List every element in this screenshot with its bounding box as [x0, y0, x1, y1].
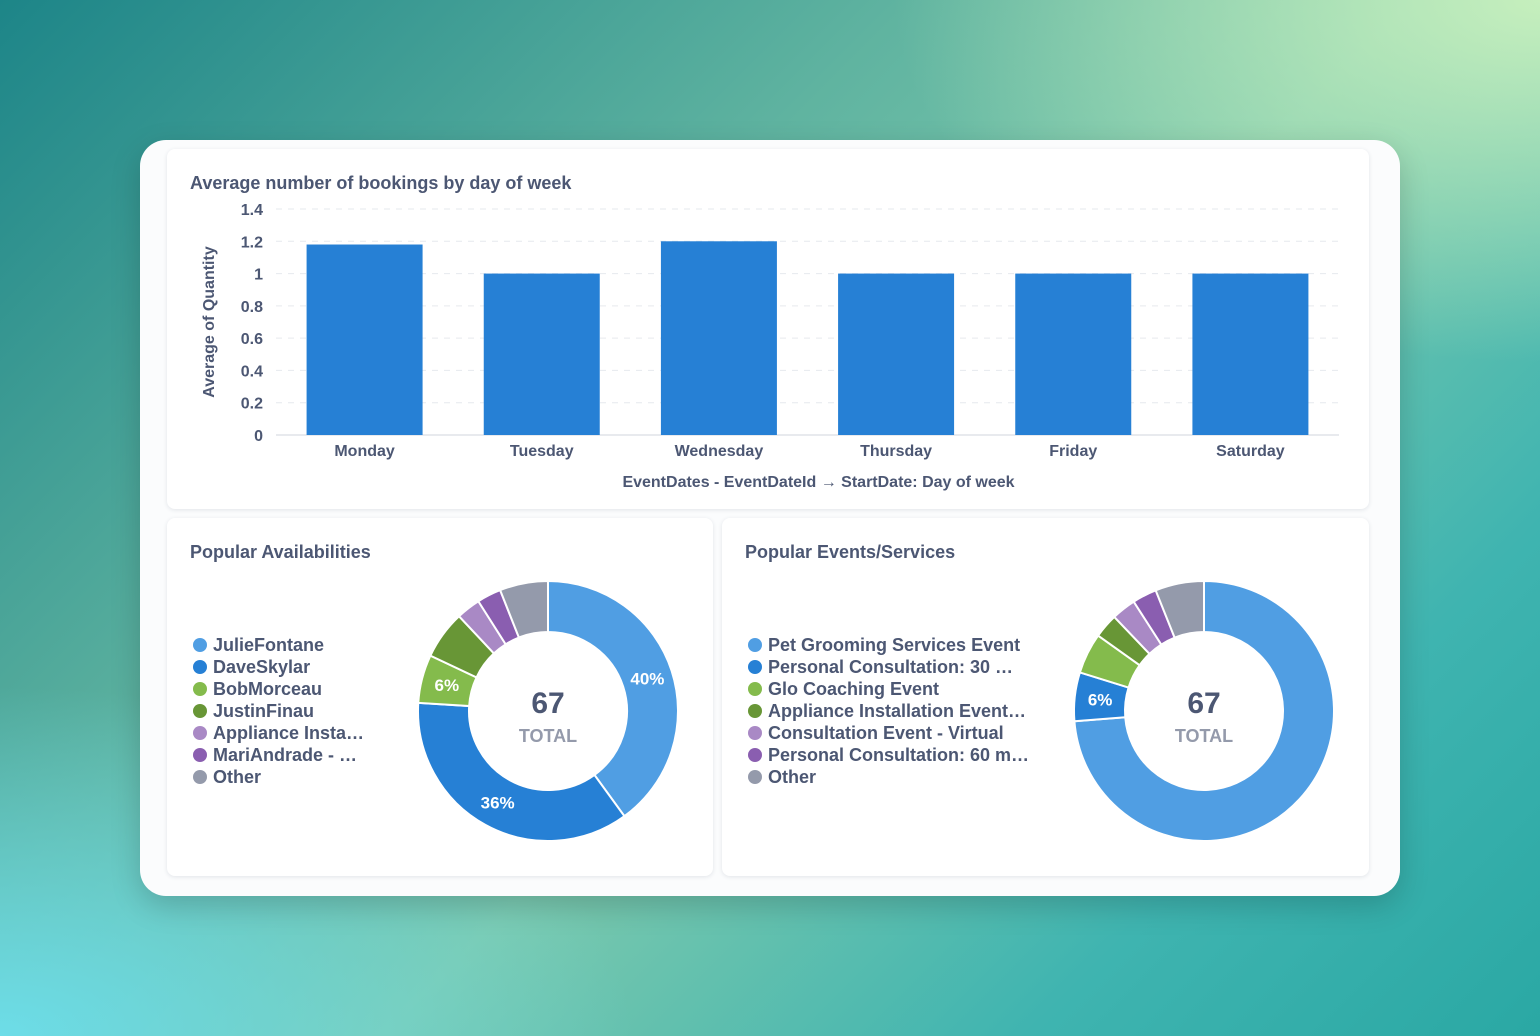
- y-tick-label: 0.6: [241, 331, 263, 348]
- slice-percent-label: 6%: [1088, 690, 1113, 709]
- x-axis-title: EventDates - EventDateId → StartDate: Da…: [622, 474, 1014, 491]
- legend-label: MariAndrade - …: [213, 745, 358, 765]
- legend-label: BobMorceau: [213, 679, 323, 699]
- y-tick-label: 0: [254, 428, 263, 445]
- y-tick-label: 1.2: [241, 234, 263, 251]
- donut-total-value: 67: [531, 687, 564, 720]
- legend-label: Glo Coaching Event: [768, 679, 940, 699]
- bar[interactable]: [1192, 273, 1309, 435]
- donut-slice[interactable]: [417, 701, 626, 842]
- legend-dot-icon: [193, 660, 207, 674]
- legend-label: Personal Consultation: 30 …: [768, 657, 1014, 677]
- bar-chart: 0 0.2 0.4 0.6 0.8 1 1.2 1.4 Monday Tuesday Wednesd…: [201, 202, 1339, 491]
- availabilities-card[interactable]: Popular Availabilities JulieFontane DaveS…: [167, 518, 713, 876]
- slice-percent-label: 36%: [481, 794, 515, 813]
- legend-label: Consultation Event - Virtual: [768, 723, 1004, 743]
- events-donut: 6% 67 TOTAL: [1073, 579, 1335, 842]
- availabilities-title[interactable]: Popular Availabilities: [190, 542, 371, 562]
- bar[interactable]: [483, 273, 600, 435]
- events-title[interactable]: Popular Events/Services: [745, 542, 956, 562]
- legend-label: DaveSkylar: [213, 657, 311, 677]
- legend-label: Pet Grooming Services Event: [768, 635, 1021, 655]
- donut-total-value: 67: [1187, 687, 1220, 720]
- bar[interactable]: [306, 244, 423, 435]
- bar-chart-card[interactable]: Average number of bookings by day of wee…: [167, 149, 1369, 509]
- legend-dot-icon: [748, 770, 762, 784]
- y-tick-label: 0.8: [241, 299, 263, 316]
- x-tick-label: Monday: [334, 443, 395, 460]
- donut-total-label: TOTAL: [1175, 726, 1233, 746]
- legend-label: JustinFinau: [213, 701, 315, 721]
- legend-dot-icon: [193, 682, 207, 696]
- legend-dot-icon: [748, 682, 762, 696]
- legend-dot-icon: [193, 704, 207, 718]
- x-tick-label: Wednesday: [675, 443, 764, 460]
- events-card[interactable]: Popular Events/Services Pet Grooming Ser…: [722, 518, 1369, 876]
- slice-percent-label: 40%: [630, 670, 664, 689]
- legend-dot-icon: [193, 748, 207, 762]
- legend-label: Other: [768, 767, 817, 787]
- legend-dot-icon: [193, 726, 207, 740]
- slice-percent-label: 6%: [434, 676, 459, 695]
- legend-label: JulieFontane: [213, 635, 325, 655]
- donut-slice[interactable]: [1154, 579, 1205, 639]
- x-tick-label: Thursday: [860, 443, 932, 460]
- bar[interactable]: [1015, 273, 1132, 435]
- y-tick-label: 0.2: [241, 396, 263, 413]
- legend-dot-icon: [748, 660, 762, 674]
- donut-total-label: TOTAL: [519, 726, 577, 746]
- donut-slice[interactable]: [498, 579, 549, 639]
- y-tick-label: 1: [254, 267, 263, 284]
- bar[interactable]: [660, 241, 777, 435]
- legend-dot-icon: [748, 704, 762, 718]
- dashboard-frame: Average number of bookings by day of wee…: [140, 140, 1400, 896]
- legend-dot-icon: [748, 748, 762, 762]
- donut-slice[interactable]: [1073, 579, 1335, 842]
- bar[interactable]: [838, 273, 955, 435]
- y-tick-label: 1.4: [241, 202, 263, 219]
- legend-label: Personal Consultation: 60 m…: [768, 745, 1030, 765]
- legend-dot-icon: [193, 770, 207, 784]
- donut-slice[interactable]: [547, 579, 679, 818]
- legend-dot-icon: [193, 638, 207, 652]
- legend-label: Other: [213, 767, 262, 787]
- availabilities-donut: 40% 36% 6% 67 TOTAL: [417, 579, 679, 842]
- legend-dot-icon: [748, 726, 762, 740]
- y-tick-label: 0.4: [241, 363, 263, 380]
- legend-dot-icon: [748, 638, 762, 652]
- legend-label: Appliance Insta…: [213, 723, 365, 743]
- x-tick-label: Saturday: [1216, 443, 1285, 460]
- legend-label: Appliance Installation Event…: [768, 701, 1027, 721]
- bar-chart-title[interactable]: Average number of bookings by day of wee…: [190, 173, 572, 193]
- x-tick-label: Friday: [1049, 443, 1097, 460]
- y-axis-title: Average of Quantity: [201, 246, 218, 398]
- x-tick-label: Tuesday: [510, 443, 574, 460]
